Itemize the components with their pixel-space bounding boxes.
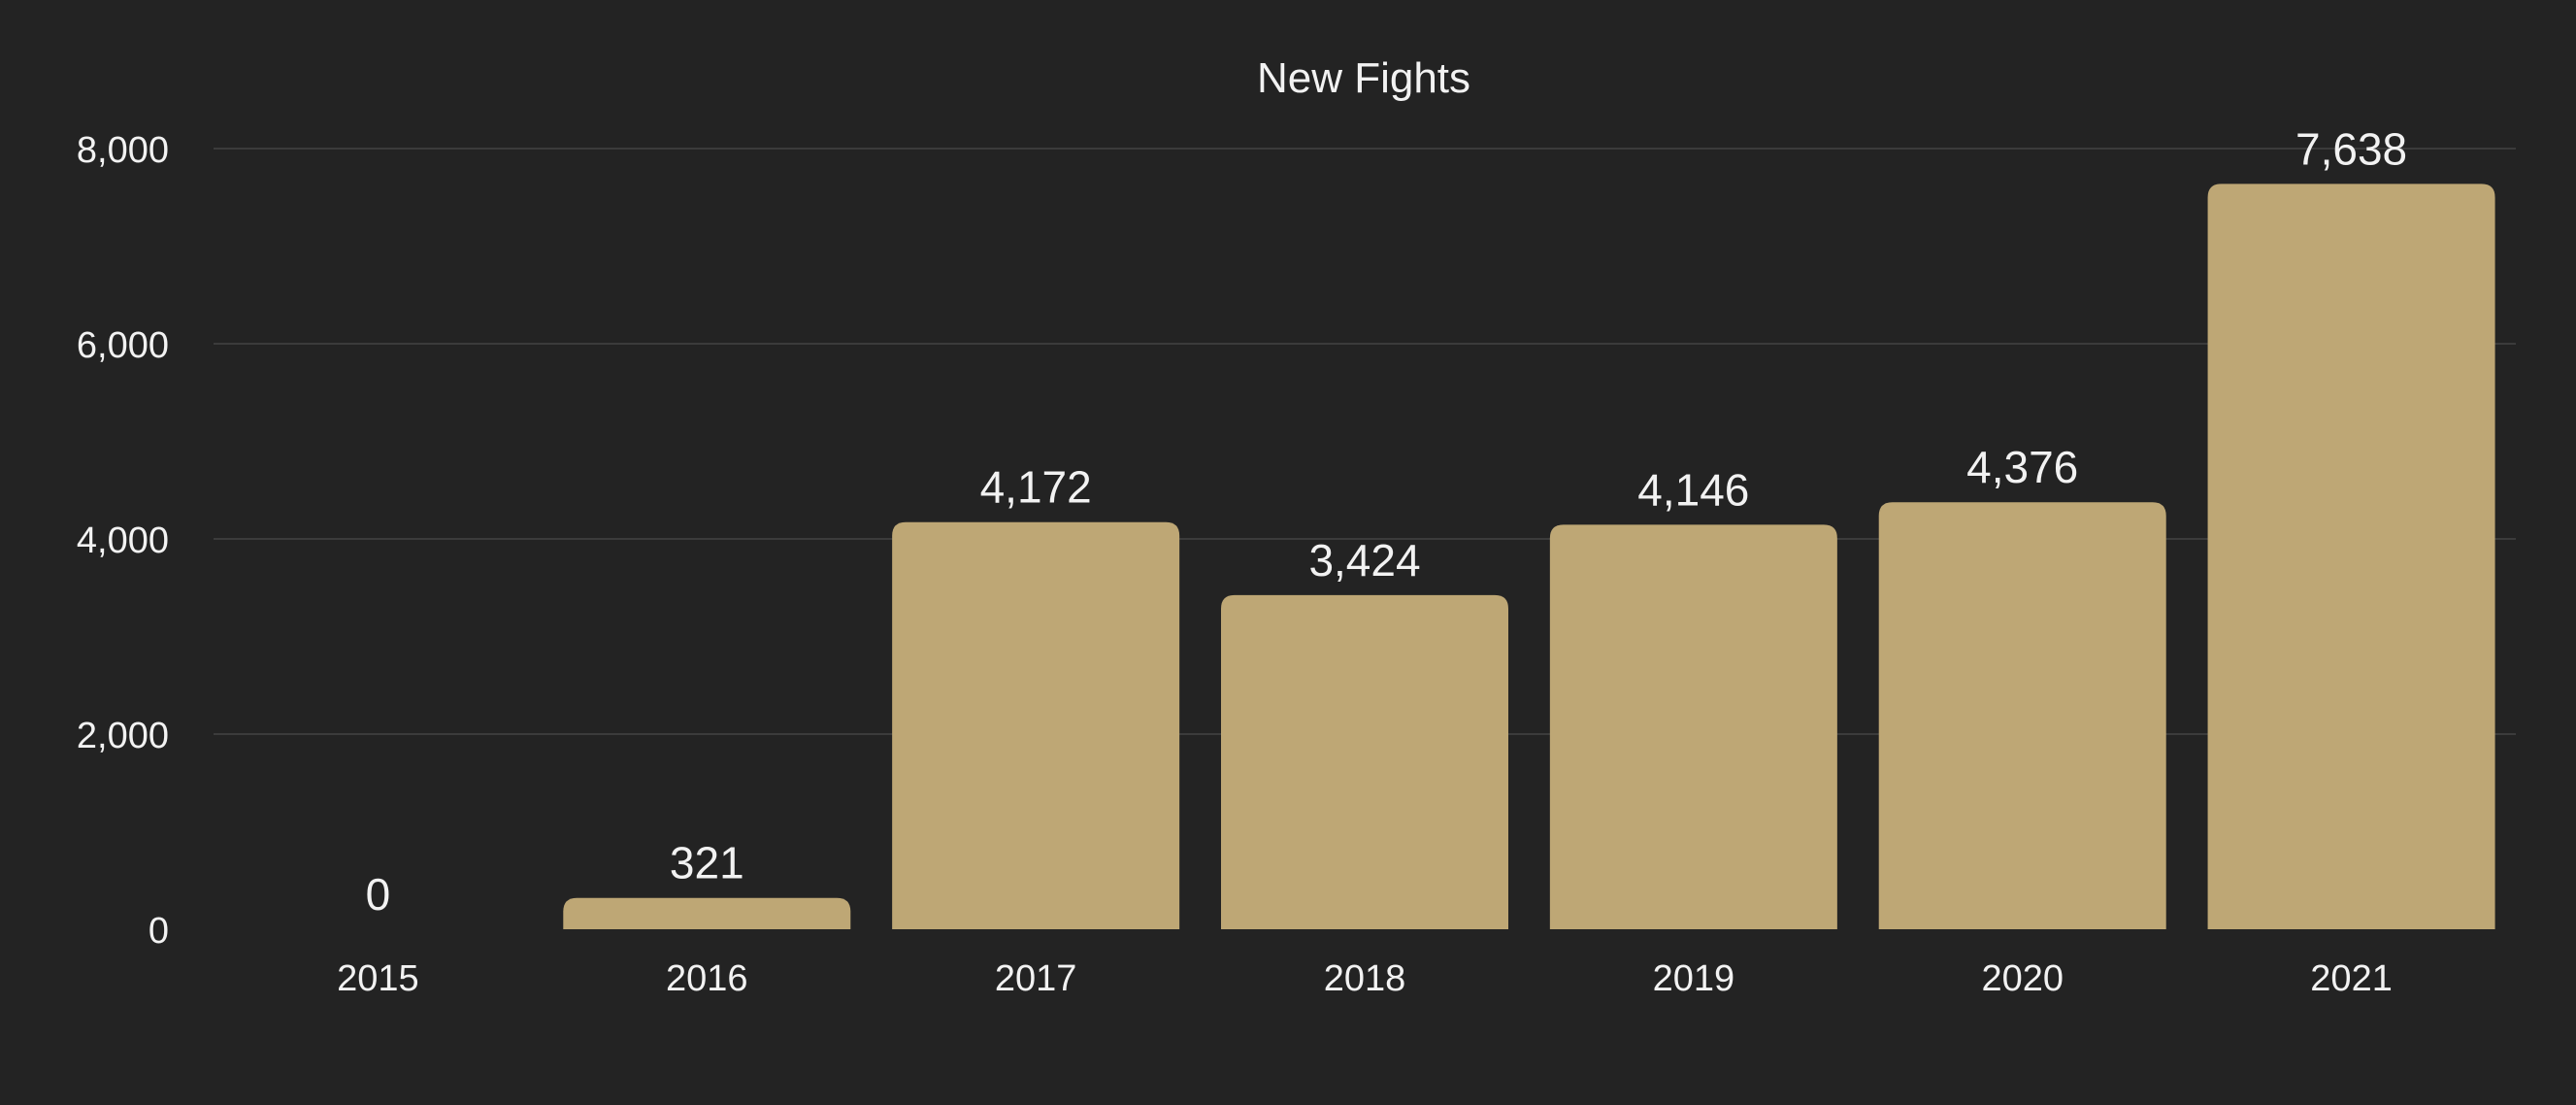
y-axis: 0 2,000 4,000 6,000 8,000 [77, 130, 169, 952]
bar-value-label: 4,376 [1966, 442, 2078, 492]
bar [2207, 184, 2495, 930]
y-tick-label: 4,000 [77, 520, 169, 561]
bar-value-label: 3,424 [1308, 535, 1420, 586]
x-tick-label: 2021 [2310, 958, 2393, 999]
x-tick-label: 2016 [666, 958, 748, 999]
x-tick-label: 2018 [1324, 958, 1406, 999]
chart-title: New Fights [1257, 54, 1470, 102]
bar-value-label: 4,172 [980, 462, 1092, 513]
bar-value-label: 0 [366, 869, 391, 920]
x-tick-label: 2015 [337, 958, 419, 999]
bar [563, 897, 851, 929]
bar [1221, 594, 1508, 929]
y-tick-label: 2,000 [77, 716, 169, 756]
bar [892, 521, 1180, 929]
y-tick-label: 6,000 [77, 325, 169, 366]
bar-value-label: 4,146 [1637, 464, 1749, 515]
y-tick-label: 0 [149, 911, 169, 952]
bar [1878, 502, 2166, 929]
x-tick-label: 2019 [1653, 958, 1735, 999]
x-axis: 2015 2016 2017 2018 2019 2020 2021 [337, 958, 2393, 999]
bars [563, 184, 2495, 930]
bar [1549, 524, 1837, 929]
value-labels: 0 321 4,172 3,424 4,146 4,376 7,638 [366, 123, 2408, 920]
bar-value-label: 321 [670, 838, 744, 888]
bar-value-label: 7,638 [2295, 123, 2407, 174]
x-tick-label: 2020 [1981, 958, 2064, 999]
x-tick-label: 2017 [995, 958, 1077, 999]
y-tick-label: 8,000 [77, 130, 169, 171]
